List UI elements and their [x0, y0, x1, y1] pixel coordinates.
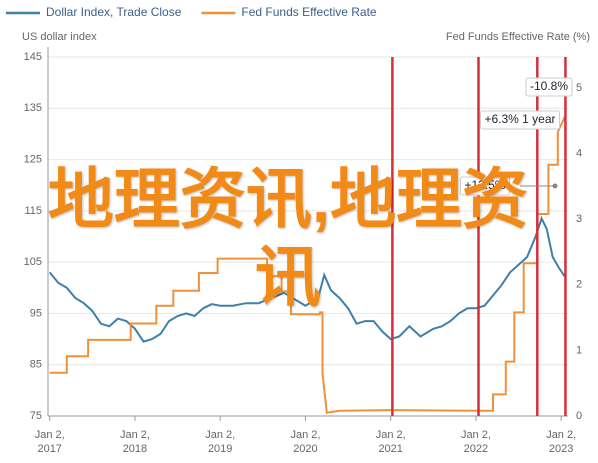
legend-label: Fed Funds Effective Rate: [241, 5, 377, 19]
x-tick-label: Jan 2, 2020: [290, 429, 321, 455]
y-tick-label: 95: [30, 307, 42, 319]
annotation: +12.5%: [459, 176, 511, 196]
x-tick-label: Jan 2, 2018: [119, 429, 150, 455]
annotation-label: -10.8%: [530, 79, 568, 93]
y-tick-label: 85: [30, 359, 42, 371]
annotation-dot: [552, 183, 558, 189]
y-tick-label: 145: [24, 51, 42, 63]
y-tick-label: 135: [24, 102, 42, 114]
y-tick-label: 105: [24, 256, 42, 268]
y2-tick-label: 0: [576, 410, 582, 422]
y2-tick-label: 1: [576, 344, 582, 356]
y-tick-label: 75: [30, 410, 42, 422]
annotation-label: +6.3% 1 year: [484, 112, 555, 126]
x-tick-label: Jan 2, 2021: [375, 429, 406, 455]
annotation-box: [459, 176, 511, 196]
annotation: +6.3% 1 year: [479, 110, 561, 130]
y2-tick-label: 4: [576, 148, 582, 160]
annotation: -10.8%: [525, 77, 573, 97]
annotation-box: [525, 77, 573, 97]
legend-label: Dollar Index, Trade Close: [46, 5, 182, 19]
x-tick-label: Jan 2, 2023: [546, 429, 577, 455]
y2-tick-label: 2: [576, 279, 582, 291]
x-tick-label: Jan 2, 2022: [460, 429, 491, 455]
y2-tick-label: 5: [576, 82, 582, 94]
y-axis-label: US dollar index: [22, 31, 97, 43]
y2-tick-label: 3: [576, 213, 582, 225]
series-line: [48, 215, 567, 343]
overlay-text: 地理资讯,地理资讯: [47, 162, 529, 314]
annotation-label: +12.5%: [464, 178, 505, 192]
y-tick-label: 115: [24, 205, 42, 217]
x-tick-label: Jan 2, 2019: [205, 429, 236, 455]
annotation-box: [479, 110, 561, 130]
series-line: [49, 115, 567, 414]
y2-axis-label: Fed Funds Effective Rate (%): [446, 31, 590, 43]
x-tick-label: Jan 2, 2017: [34, 429, 65, 455]
y-tick-label: 125: [24, 153, 42, 165]
